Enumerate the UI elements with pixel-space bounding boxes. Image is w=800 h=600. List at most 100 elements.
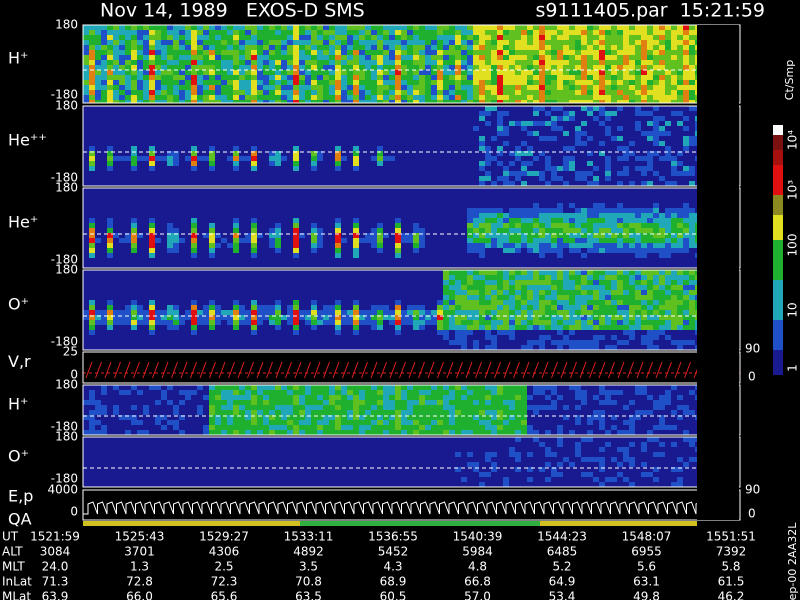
heatmap-cell: [137, 95, 143, 100]
heatmap-cell: [503, 325, 509, 330]
heatmap-cell: [209, 320, 215, 325]
heatmap-cell: [209, 95, 215, 100]
heatmap-cell: [173, 325, 179, 330]
heatmap-cell: [389, 100, 395, 103]
heatmap-cell: [611, 425, 617, 430]
heatmap-cell: [557, 310, 563, 315]
heatmap-cell: [617, 70, 623, 75]
heatmap-cell: [245, 55, 251, 60]
heatmap-cell: [533, 80, 539, 85]
heatmap-cell: [539, 238, 545, 243]
heatmap-cell: [347, 50, 353, 55]
heatmap-cell: [635, 390, 641, 395]
y-tick-label: -180: [51, 253, 78, 267]
heatmap-cell: [563, 335, 569, 340]
panel-label: H⁺: [8, 395, 28, 414]
heatmap-cell: [653, 425, 659, 430]
heatmap-cell: [659, 25, 665, 30]
heatmap-cell: [245, 385, 251, 390]
heatmap-cell: [527, 405, 533, 410]
heatmap-cell: [209, 248, 215, 253]
heatmap-cell: [473, 35, 479, 40]
heatmap-cell: [533, 208, 539, 213]
heatmap-cell: [299, 315, 305, 320]
heatmap-cell: [341, 50, 347, 55]
heatmap-cell: [377, 75, 383, 80]
heatmap-cell: [245, 156, 251, 161]
heatmap-cell: [503, 477, 509, 482]
heatmap-cell: [641, 325, 647, 330]
heatmap-cell: [173, 40, 179, 45]
heatmap-cell: [473, 126, 479, 131]
heatmap-cell: [593, 85, 599, 90]
heatmap-cell: [533, 70, 539, 75]
heatmap-cell: [575, 340, 581, 345]
heatmap-cell: [365, 85, 371, 90]
heatmap-cell: [209, 228, 215, 233]
heatmap-cell: [641, 238, 647, 243]
heatmap-cell: [455, 415, 461, 420]
heatmap-cell: [389, 156, 395, 161]
heatmap-cell: [593, 290, 599, 295]
heatmap-cell: [647, 430, 653, 435]
heatmap-cell: [113, 85, 119, 90]
heatmap-cell: [617, 233, 623, 238]
heatmap-cell: [89, 30, 95, 35]
heatmap-cell: [491, 425, 497, 430]
heatmap-cell: [377, 55, 383, 60]
heatmap-cell: [689, 228, 695, 233]
heatmap-cell: [671, 270, 677, 275]
heatmap-cell: [533, 285, 539, 290]
heatmap-cell: [677, 233, 683, 238]
heatmap-cell: [203, 95, 209, 100]
heatmap-cell: [263, 40, 269, 45]
heatmap-cell: [593, 45, 599, 50]
heatmap-cell: [245, 85, 251, 90]
heatmap-cell: [425, 420, 431, 425]
heatmap-cell: [587, 208, 593, 213]
heatmap-cell: [383, 425, 389, 430]
heatmap-cell: [575, 218, 581, 223]
heatmap-cell: [515, 290, 521, 295]
heatmap-cell: [659, 126, 665, 131]
heatmap-cell: [611, 70, 617, 75]
heatmap-cell: [377, 45, 383, 50]
heatmap-cell: [503, 111, 509, 116]
heatmap-cell: [629, 315, 635, 320]
heatmap-cell: [515, 238, 521, 243]
heatmap-cell: [215, 320, 221, 325]
heatmap-cell: [131, 95, 137, 100]
heatmap-cell: [569, 300, 575, 305]
heatmap-cell: [275, 320, 281, 325]
heatmap-cell: [683, 65, 689, 70]
heatmap-cell: [587, 106, 593, 111]
heatmap-cell: [113, 90, 119, 95]
heatmap-cell: [569, 295, 575, 300]
heatmap-cell: [509, 223, 515, 228]
heatmap-cell: [179, 60, 185, 65]
heatmap-cell: [377, 156, 383, 161]
heatmap-cell: [635, 270, 641, 275]
heatmap-cell: [161, 75, 167, 80]
heatmap-cell: [521, 285, 527, 290]
heatmap-cell: [563, 146, 569, 151]
heatmap-cell: [683, 208, 689, 213]
heatmap-cell: [113, 65, 119, 70]
heatmap-cell: [575, 70, 581, 75]
heatmap-cell: [563, 325, 569, 330]
heatmap-cell: [551, 238, 557, 243]
heatmap-cell: [215, 90, 221, 95]
heatmap-cell: [467, 285, 473, 290]
heatmap-cell: [299, 75, 305, 80]
heatmap-cell: [269, 233, 275, 238]
heatmap-cell: [395, 60, 401, 65]
heatmap-cell: [407, 315, 413, 320]
heatmap-cell: [431, 400, 437, 405]
heatmap-cell: [353, 146, 359, 151]
heatmap-cell: [599, 151, 605, 156]
heatmap-cell: [155, 50, 161, 55]
heatmap-cell: [605, 218, 611, 223]
heatmap-cell: [497, 430, 503, 435]
heatmap-cell: [533, 65, 539, 70]
heatmap-cell: [569, 430, 575, 435]
